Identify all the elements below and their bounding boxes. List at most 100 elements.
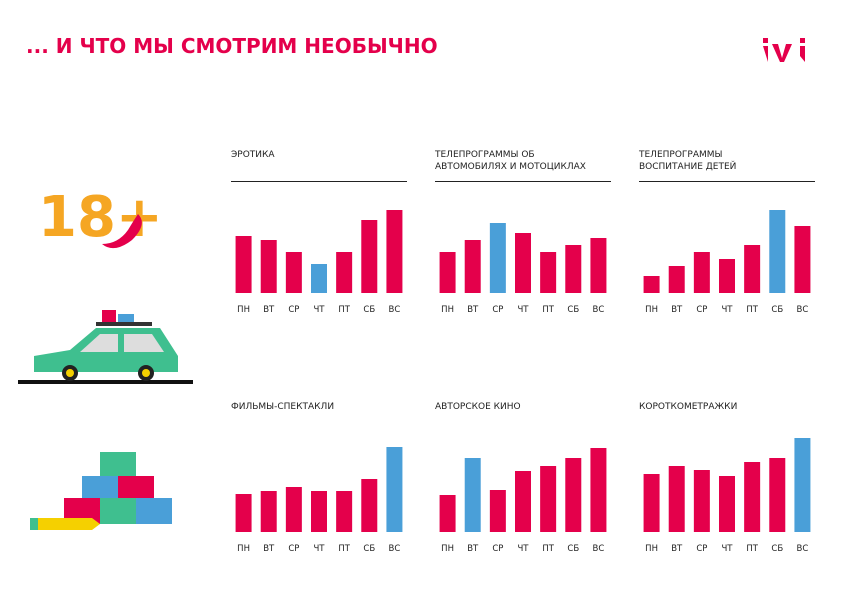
- bar: [794, 226, 811, 293]
- day-label: ВС: [593, 544, 605, 554]
- day-label: ЧТ: [721, 544, 733, 554]
- day-label: СР: [288, 544, 299, 554]
- bar: [794, 438, 811, 532]
- day-label: ПН: [237, 544, 250, 554]
- bar: [643, 474, 660, 532]
- day-label: ЧТ: [721, 305, 733, 315]
- bar: [540, 252, 557, 293]
- bar: [235, 236, 252, 293]
- chart-title: ЭРОТИКА: [231, 150, 275, 160]
- day-label: СБ: [363, 305, 375, 315]
- day-label: ВС: [797, 544, 809, 554]
- day-label: ЧТ: [517, 305, 529, 315]
- day-label: СБ: [363, 544, 375, 554]
- day-label: ПН: [237, 305, 250, 315]
- bar: [719, 259, 735, 293]
- bar: [693, 252, 710, 293]
- divider: [435, 181, 611, 182]
- age-badge: 18+: [38, 185, 163, 250]
- bar: [361, 220, 378, 293]
- day-label: ВТ: [263, 544, 275, 554]
- day-label: ПТ: [746, 544, 758, 554]
- day-label: СБ: [567, 305, 579, 315]
- bar: [744, 462, 761, 532]
- day-label: ВС: [389, 305, 401, 315]
- day-label: СР: [696, 544, 707, 554]
- bar: [260, 240, 277, 293]
- bar: [285, 252, 302, 293]
- day-label: ВТ: [467, 544, 479, 554]
- bar: [386, 210, 403, 293]
- bar: [590, 448, 607, 532]
- car-illustration: [18, 310, 193, 384]
- bar: [361, 479, 378, 532]
- day-label: ЧТ: [517, 544, 529, 554]
- bar: [565, 245, 582, 293]
- divider: [231, 181, 407, 182]
- day-label: ПН: [645, 305, 658, 315]
- day-label: ПТ: [338, 305, 350, 315]
- bar: [439, 495, 456, 532]
- bar: [260, 491, 277, 532]
- bar: [719, 476, 735, 532]
- page-title: ... И ЧТО МЫ СМОТРИМ НЕОБЫЧНО: [26, 34, 438, 58]
- chart-title: ВОСПИТАНИЕ ДЕТЕЙ: [639, 160, 736, 172]
- bar: [515, 471, 531, 532]
- chart-title: ФИЛЬМЫ-СПЕКТАКЛИ: [231, 402, 334, 412]
- bar: [769, 458, 786, 532]
- day-label: СБ: [567, 544, 579, 554]
- chart-title: ТЕЛЕПРОГРАММЫ ОБ: [434, 150, 535, 160]
- day-label: ВС: [797, 305, 809, 315]
- bar: [336, 491, 353, 532]
- chart-title: ТЕЛЕПРОГРАММЫ: [638, 150, 723, 160]
- bar: [464, 458, 481, 532]
- day-label: ЧТ: [313, 544, 325, 554]
- bar: [769, 210, 786, 293]
- day-label: СБ: [771, 305, 783, 315]
- chart-title: АВТОМОБИЛЯХ И МОТОЦИКЛАХ: [435, 162, 586, 172]
- charts: ЭРОТИКА ПН ВТ СР ЧТ ПТ СБ ВС ТЕЛЕПРОГРАММЫ ОБ АВТ…: [231, 150, 815, 554]
- day-label: ВТ: [467, 305, 479, 315]
- bar: [565, 458, 582, 532]
- bar: [489, 223, 506, 293]
- bar: [540, 466, 557, 532]
- bar: [515, 233, 531, 293]
- day-label: ПТ: [746, 305, 758, 315]
- day-label: ЧТ: [313, 305, 325, 315]
- bar: [311, 264, 327, 293]
- day-label: ПН: [441, 305, 454, 315]
- bar: [311, 491, 327, 532]
- bar: [744, 245, 761, 293]
- day-label: ВС: [593, 305, 605, 315]
- day-label: ПТ: [338, 544, 350, 554]
- bar: [439, 252, 456, 293]
- day-label: ПТ: [542, 305, 554, 315]
- bar: [668, 266, 685, 293]
- cubes-illustration: [30, 452, 172, 530]
- bar: [336, 252, 353, 293]
- day-label: ВС: [389, 544, 401, 554]
- bar: [386, 447, 403, 532]
- bar: [235, 494, 252, 532]
- chart-title: АВТОРСКОЕ КИНО: [435, 402, 521, 412]
- chart-title: КОРОТКОМЕТРАЖКИ: [639, 402, 737, 412]
- bar: [285, 487, 302, 532]
- day-label: СР: [492, 544, 503, 554]
- logo: [763, 38, 805, 62]
- bar: [489, 490, 506, 532]
- day-label: ВТ: [671, 544, 683, 554]
- bar: [643, 276, 660, 293]
- badge-illustration: 18+: [38, 185, 163, 250]
- day-label: ПН: [645, 544, 658, 554]
- bar: [668, 466, 685, 532]
- day-label: ВТ: [263, 305, 275, 315]
- bar: [693, 470, 710, 532]
- day-label: ПН: [441, 544, 454, 554]
- bar: [464, 240, 481, 293]
- bar: [590, 238, 607, 293]
- divider: [639, 181, 815, 182]
- day-label: СР: [288, 305, 299, 315]
- day-label: СБ: [771, 544, 783, 554]
- day-label: СР: [492, 305, 503, 315]
